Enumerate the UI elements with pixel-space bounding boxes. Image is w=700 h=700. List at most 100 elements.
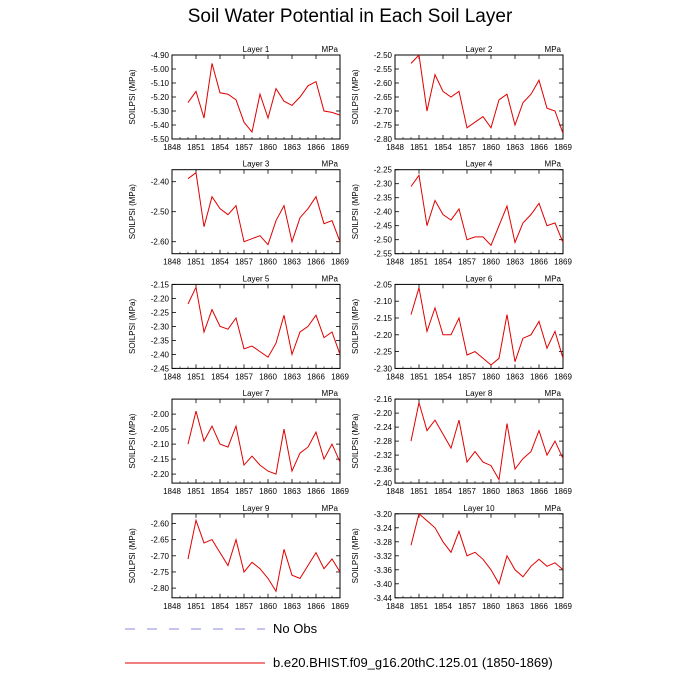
layer-2-units: MPa <box>545 45 562 54</box>
layer-4-xtick-label: 1866 <box>530 258 548 267</box>
layer-4-xtick-label: 1863 <box>506 258 524 267</box>
layer-8-xtick-label: 1863 <box>506 487 524 496</box>
layer-2-xtick-label: 1860 <box>482 143 500 152</box>
layer-8-xtick-label: 1854 <box>434 487 452 496</box>
layer-5-ytick-label: -2.35 <box>151 336 170 345</box>
layer-8-xtick-label: 1851 <box>410 487 428 496</box>
layer-5-xtick-label: 1869 <box>331 372 349 381</box>
layer-4-title: Layer 4 <box>466 160 493 169</box>
layer-9-ytick-label: -2.70 <box>151 552 170 561</box>
layer-5-series-line <box>187 285 340 358</box>
layer-10-series-line <box>410 513 563 586</box>
layer-8-ytick-label: -2.40 <box>374 479 393 488</box>
layer-4-xtick-label: 1848 <box>386 258 404 267</box>
layer-5-title: Layer 5 <box>243 274 270 283</box>
layer-7-xtick-label: 1869 <box>331 487 349 496</box>
layer-7-ytick-label: -2.00 <box>151 410 170 419</box>
layer-7-ytick-label: -2.15 <box>151 455 170 464</box>
layer-1-xtick-label: 1851 <box>187 143 205 152</box>
layer-6-ytick-label: -2.15 <box>374 314 393 323</box>
layer-9-xtick-label: 1869 <box>331 602 349 611</box>
layer-5-xtick-label: 1857 <box>235 372 253 381</box>
layer-7-xtick-label: 1863 <box>283 487 301 496</box>
layer-1-ytick-label: -5.30 <box>151 107 170 116</box>
layer-4-xtick-label: 1860 <box>482 258 500 267</box>
layer-6-ylabel: SOILPSI (MPa) <box>351 299 360 354</box>
layer-8-ytick-label: -2.28 <box>374 437 393 446</box>
layer-8-ytick-label: -2.20 <box>374 409 393 418</box>
layer-10-units: MPa <box>545 504 562 513</box>
layer-10-ytick-label: -3.32 <box>374 552 393 561</box>
layer-6-ytick-label: -2.30 <box>374 364 393 373</box>
layer-4-ytick-label: -2.35 <box>374 194 393 203</box>
layer-5-ytick-label: -2.40 <box>151 350 170 359</box>
layer-6-xtick-label: 1854 <box>434 372 452 381</box>
layer-9-ytick-label: -2.60 <box>151 519 170 528</box>
layer-10-xtick-label: 1869 <box>554 602 572 611</box>
layer-7-panel: Layer 7 MPa SOILPSI (MPa) -2.00 -2.05 -2.10 -2… <box>128 389 349 496</box>
layer-6-title: Layer 6 <box>466 274 493 283</box>
layer-4-xtick-label: 1869 <box>554 258 572 267</box>
layer-8-units: MPa <box>545 389 562 398</box>
layer-9-units: MPa <box>322 504 339 513</box>
layer-5-units: MPa <box>322 274 339 283</box>
layer-1-ytick-label: -5.00 <box>151 65 170 74</box>
layer-6-xtick-label: 1857 <box>458 372 476 381</box>
layer-10-xtick-label: 1854 <box>434 602 452 611</box>
layer-4-ytick-label: -2.50 <box>374 236 393 245</box>
layer-7-ylabel: SOILPSI (MPa) <box>128 413 137 468</box>
layer-1-xtick-label: 1857 <box>235 143 253 152</box>
layer-3-xtick-label: 1854 <box>211 258 229 267</box>
layer-9-ylabel: SOILPSI (MPa) <box>128 528 137 583</box>
layer-10-xtick-label: 1857 <box>458 602 476 611</box>
layer-8-ylabel: SOILPSI (MPa) <box>351 413 360 468</box>
layer-8-xtick-label: 1848 <box>386 487 404 496</box>
legend-item-model: b.e20.BHIST.f09_g16.20thC.125.01 (1850-1… <box>125 653 685 673</box>
layer-2-ytick-label: -2.55 <box>374 65 393 74</box>
layer-9-xtick-label: 1857 <box>235 602 253 611</box>
legend-item-obs: No Obs <box>125 619 685 639</box>
layer-10-xtick-label: 1851 <box>410 602 428 611</box>
layer-2-xtick-label: 1851 <box>410 143 428 152</box>
layer-2-ytick-label: -2.75 <box>374 121 393 130</box>
layer-2-ytick-label: -2.70 <box>374 107 393 116</box>
layer-2-xtick-label: 1854 <box>434 143 452 152</box>
chart-title: Soil Water Potential in Each Soil Layer <box>187 6 513 27</box>
layer-5-panel: Layer 5 MPa SOILPSI (MPa) -2.15 -2.20 -2.25 -2… <box>128 274 349 381</box>
layer-2-ytick-label: -2.80 <box>374 135 393 144</box>
layer-10-xtick-label: 1848 <box>386 602 404 611</box>
layer-1-ylabel: SOILPSI (MPa) <box>128 69 137 124</box>
layer-3-ytick-label: -2.60 <box>151 238 170 247</box>
layer-2-xtick-label: 1866 <box>530 143 548 152</box>
layer-10-panel: Layer 10 MPa SOILPSI (MPa) -3.20 -3.24 -3.28 -… <box>351 504 572 611</box>
layer-2-title: Layer 2 <box>466 45 493 54</box>
layer-7-title: Layer 7 <box>243 389 270 398</box>
layer-8-ytick-label: -2.16 <box>374 395 393 404</box>
layer-6-xtick-label: 1860 <box>482 372 500 381</box>
layer-6-frame <box>394 283 564 369</box>
layer-3-ytick-label: -2.40 <box>151 178 170 187</box>
layer-9-title: Layer 9 <box>243 504 270 513</box>
layer-9-ytick-label: -2.65 <box>151 536 170 545</box>
layer-8-frame <box>394 398 564 484</box>
layer-3-series-line <box>187 171 340 246</box>
layer-1-units: MPa <box>322 45 339 54</box>
layer-2-ylabel: SOILPSI (MPa) <box>351 69 360 124</box>
layer-9-frame <box>171 513 341 599</box>
layer-4-xtick-label: 1857 <box>458 258 476 267</box>
layer-10-ylabel: SOILPSI (MPa) <box>351 528 360 583</box>
layer-10-ytick-label: -3.20 <box>374 510 393 519</box>
layer-6-xtick-label: 1863 <box>506 372 524 381</box>
layer-4-panel: Layer 4 MPa SOILPSI (MPa) -2.25 -2.30 -2.35 -2… <box>351 160 572 267</box>
layer-7-units: MPa <box>322 389 339 398</box>
layer-9-xtick-label: 1851 <box>187 602 205 611</box>
layer-5-ytick-label: -2.45 <box>151 364 170 373</box>
layer-7-xtick-label: 1857 <box>235 487 253 496</box>
layer-6-xtick-label: 1851 <box>410 372 428 381</box>
layer-10-xtick-label: 1863 <box>506 602 524 611</box>
legend-model-label: b.e20.BHIST.f09_g16.20thC.125.01 (1850-1… <box>273 655 553 670</box>
layer-1-ytick-label: -5.50 <box>151 135 170 144</box>
layer-2-ytick-label: -2.50 <box>374 51 393 60</box>
layer-6-xtick-label: 1848 <box>386 372 404 381</box>
